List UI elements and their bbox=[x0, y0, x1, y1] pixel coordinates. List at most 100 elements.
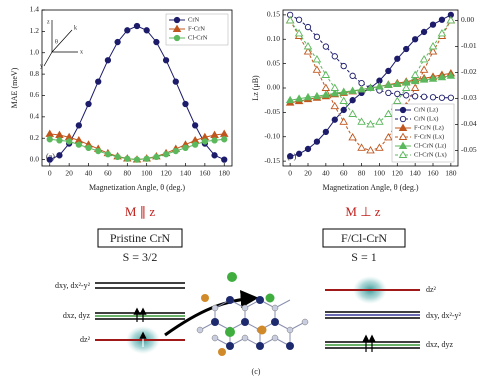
marker bbox=[75, 122, 82, 129]
legend-label: CrN (Lz) bbox=[414, 106, 438, 113]
marker bbox=[95, 78, 102, 85]
marker bbox=[303, 42, 313, 50]
marker bbox=[153, 153, 160, 161]
y-tick-label: 1.0 bbox=[30, 47, 40, 56]
inset-label: y bbox=[40, 63, 43, 69]
marker bbox=[294, 29, 304, 37]
x-tick-label: 140 bbox=[180, 169, 192, 178]
marker bbox=[366, 83, 375, 91]
left-box bbox=[97, 228, 183, 248]
marker bbox=[348, 133, 357, 141]
marker bbox=[438, 16, 446, 23]
marker bbox=[411, 93, 419, 100]
y-tick-label: 0.2 bbox=[30, 133, 40, 142]
right-box bbox=[322, 228, 406, 248]
marker bbox=[366, 120, 375, 128]
marker bbox=[385, 89, 392, 97]
x-tick-label: 180 bbox=[445, 169, 457, 178]
level-label: dxy, dx²-y² bbox=[426, 311, 462, 320]
x-tick-label: 20 bbox=[65, 169, 73, 178]
y-tick-label: 1.2 bbox=[30, 26, 40, 35]
level-label: dz² bbox=[80, 335, 91, 344]
marker bbox=[384, 80, 393, 89]
inset-label: k bbox=[74, 25, 77, 31]
marker bbox=[349, 97, 356, 104]
left-name: Pristine CrN bbox=[110, 231, 171, 245]
marker bbox=[104, 57, 112, 64]
marker bbox=[385, 67, 392, 75]
x-tick-label: 60 bbox=[340, 169, 348, 178]
marker bbox=[447, 94, 455, 101]
marker bbox=[437, 72, 447, 81]
marker bbox=[211, 152, 218, 159]
marker bbox=[339, 96, 348, 104]
marker bbox=[437, 29, 447, 37]
x-tick-label: 80 bbox=[124, 169, 132, 178]
marker bbox=[172, 147, 179, 155]
marker bbox=[221, 156, 228, 163]
marker bbox=[321, 83, 331, 91]
left-spin: S = 3/2 bbox=[123, 250, 158, 264]
inset-axes bbox=[43, 20, 78, 67]
marker bbox=[428, 47, 438, 55]
marker bbox=[398, 141, 408, 149]
legend-label: F-CrN (Lz) bbox=[414, 124, 444, 131]
marker bbox=[339, 87, 348, 95]
level bbox=[95, 312, 185, 320]
marker bbox=[173, 34, 181, 42]
marker bbox=[285, 95, 295, 104]
x-axis-label: Magnetization Angle, θ (deg.) bbox=[89, 183, 185, 192]
marker bbox=[375, 82, 384, 90]
right-name: F/Cl-CrN bbox=[341, 231, 387, 245]
y2-tick-label: -0.01 bbox=[461, 41, 477, 50]
marker bbox=[95, 147, 102, 155]
inset-label: x bbox=[80, 49, 83, 55]
marker bbox=[295, 150, 303, 157]
marker bbox=[403, 45, 410, 53]
marker bbox=[446, 16, 456, 24]
level-label: dxz, dyz bbox=[63, 311, 91, 320]
legend-label: F-CrN (Lx) bbox=[414, 133, 444, 140]
marker bbox=[331, 116, 338, 123]
marker bbox=[321, 70, 331, 78]
y-tick-label: 0.6 bbox=[30, 90, 40, 99]
marker bbox=[65, 138, 73, 145]
marker bbox=[192, 122, 199, 129]
y-tick-label: 1.4 bbox=[30, 5, 40, 14]
marker bbox=[419, 75, 429, 83]
marker bbox=[124, 27, 131, 34]
y-axis-label: MAE (meV) bbox=[10, 67, 19, 108]
marker bbox=[294, 94, 304, 102]
marker bbox=[398, 123, 408, 131]
marker bbox=[438, 94, 446, 101]
y2-tick-label: -0.03 bbox=[461, 93, 477, 102]
x-tick-label: 120 bbox=[392, 169, 404, 178]
y-tick-label: 0.10 bbox=[267, 34, 280, 43]
marker bbox=[429, 94, 437, 101]
y-tick-label: 0.15 bbox=[267, 10, 280, 19]
x-tick-label: 100 bbox=[141, 169, 153, 178]
legend-label: F-CrN bbox=[188, 25, 205, 32]
x-tick-label: 160 bbox=[199, 169, 211, 178]
marker bbox=[339, 117, 348, 125]
marker bbox=[401, 83, 411, 91]
legend-label: Cl-CrN (Lz) bbox=[414, 142, 446, 149]
marker bbox=[410, 70, 420, 78]
y-tick-label: -0.10 bbox=[264, 131, 280, 140]
charts: 0 20 40 60 80 100 120 140 160 180 0.0 0.2 0.4 0.6 0.8 1… bbox=[10, 5, 477, 192]
marker bbox=[45, 129, 55, 137]
marker bbox=[384, 133, 393, 141]
x-tick-label: 120 bbox=[160, 169, 172, 178]
marker bbox=[303, 47, 313, 55]
legend-label: CrN bbox=[188, 16, 200, 23]
marker bbox=[340, 106, 347, 114]
marker bbox=[143, 27, 150, 34]
marker bbox=[75, 141, 82, 148]
right-spin: S = 1 bbox=[351, 250, 376, 264]
legend-label: CrN (Lx) bbox=[414, 115, 438, 122]
marker bbox=[420, 93, 428, 100]
y-tick-label: 0.05 bbox=[267, 58, 280, 67]
marker bbox=[303, 92, 313, 101]
y-tick-label: 0.0 bbox=[30, 154, 40, 163]
legend-label: Cl-CrN bbox=[188, 34, 208, 41]
